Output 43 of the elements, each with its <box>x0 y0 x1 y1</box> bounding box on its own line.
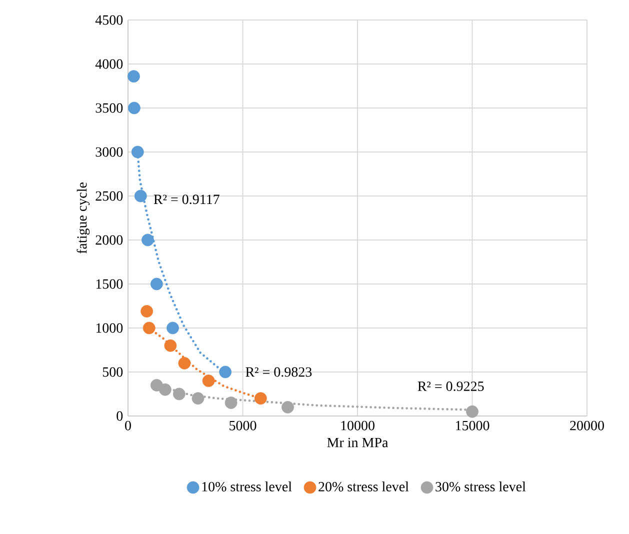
point <box>140 305 154 318</box>
annotation: R² = 0.9117 <box>154 194 220 204</box>
x-tick-label: 5000 <box>230 420 256 430</box>
legend-label: 10% stress level <box>202 482 292 492</box>
point <box>219 366 232 378</box>
point <box>150 278 163 290</box>
point <box>172 388 186 400</box>
y-tick-label: 4000 <box>95 59 123 69</box>
annotation: R² = 0.9823 <box>246 367 312 377</box>
legend-label: 20% stress level <box>318 482 409 492</box>
point <box>131 146 144 158</box>
point <box>202 374 215 387</box>
point <box>142 234 154 246</box>
y-tick-label: 1500 <box>96 279 123 289</box>
x-tick-label: 0 <box>125 420 131 430</box>
point <box>166 322 179 334</box>
point <box>128 102 140 114</box>
y-tick-label: 4500 <box>95 15 123 25</box>
point <box>164 339 177 352</box>
point <box>142 322 156 334</box>
annotation: R² = 0.9225 <box>418 382 484 392</box>
y-tick-label: 3000 <box>96 147 123 157</box>
point <box>254 392 267 405</box>
y-tick-label: 1000 <box>96 323 123 333</box>
y-axis-title: fatigue cycle <box>76 182 90 254</box>
x-tick-label: 15000 <box>456 420 490 430</box>
point <box>158 383 172 396</box>
x-tick-label: 20000 <box>570 420 604 430</box>
y-tick-label: 2500 <box>96 191 123 201</box>
x-tick-label: 10000 <box>341 420 374 430</box>
point <box>128 70 140 83</box>
point <box>192 392 204 405</box>
y-tick-label: 2000 <box>96 235 123 245</box>
y-tick-label: 500 <box>102 367 123 377</box>
point <box>282 401 294 414</box>
x-axis-title: Mr in MPa <box>327 438 388 448</box>
point <box>466 405 478 418</box>
point <box>134 190 147 202</box>
point <box>224 396 238 409</box>
legend-label: 30% stress level <box>436 482 526 492</box>
y-tick-label: 3500 <box>96 103 123 113</box>
y-tick-label: 0 <box>116 411 123 421</box>
point <box>178 357 191 370</box>
